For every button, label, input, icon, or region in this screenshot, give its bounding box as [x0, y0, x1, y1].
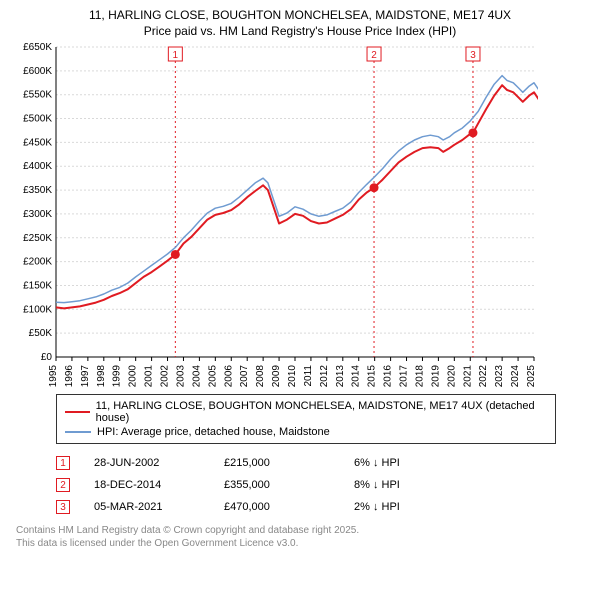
legend-label: HPI: Average price, detached house, Maid… [97, 426, 330, 438]
legend-row: 11, HARLING CLOSE, BOUGHTON MONCHELSEA, … [65, 399, 547, 425]
svg-text:2020: 2020 [446, 365, 457, 388]
svg-text:2002: 2002 [160, 365, 171, 388]
legend-swatch [65, 431, 91, 433]
svg-text:£0: £0 [41, 352, 53, 363]
svg-text:2004: 2004 [191, 365, 202, 388]
svg-text:2009: 2009 [271, 365, 282, 388]
svg-text:2019: 2019 [430, 365, 441, 388]
svg-text:2015: 2015 [367, 365, 378, 388]
svg-text:£300K: £300K [23, 209, 52, 220]
transaction-diff: 6% ↓ HPI [354, 457, 474, 469]
svg-text:2008: 2008 [255, 365, 266, 388]
svg-text:2005: 2005 [207, 365, 218, 388]
chart-legend: 11, HARLING CLOSE, BOUGHTON MONCHELSEA, … [56, 394, 556, 444]
svg-text:£550K: £550K [23, 90, 52, 101]
svg-text:1997: 1997 [80, 365, 91, 388]
footer-line: This data is licensed under the Open Gov… [16, 537, 592, 550]
svg-text:2014: 2014 [351, 365, 362, 388]
svg-text:2017: 2017 [399, 365, 410, 388]
legend-row: HPI: Average price, detached house, Maid… [65, 425, 547, 439]
svg-text:£250K: £250K [23, 233, 52, 244]
svg-text:£50K: £50K [29, 328, 53, 339]
svg-text:1998: 1998 [96, 365, 107, 388]
transaction-row: 1 28-JUN-2002£215,0006% ↓ HPI [56, 452, 592, 474]
svg-text:£100K: £100K [23, 304, 52, 315]
title-subtitle: Price paid vs. HM Land Registry's House … [8, 24, 592, 40]
transaction-row: 2 18-DEC-2014£355,0008% ↓ HPI [56, 474, 592, 496]
svg-text:2024: 2024 [510, 365, 521, 388]
transaction-date: 18-DEC-2014 [94, 479, 224, 491]
transaction-marker: 2 [56, 478, 70, 492]
attribution-footer: Contains HM Land Registry data © Crown c… [16, 524, 592, 550]
transaction-diff: 8% ↓ HPI [354, 479, 474, 491]
footer-line: Contains HM Land Registry data © Crown c… [16, 524, 592, 537]
svg-text:2013: 2013 [335, 365, 346, 388]
svg-text:£150K: £150K [23, 281, 52, 292]
svg-text:1996: 1996 [64, 365, 75, 388]
svg-text:2025: 2025 [526, 365, 537, 388]
transaction-price: £215,000 [224, 457, 354, 469]
svg-text:2: 2 [371, 50, 377, 61]
svg-text:2023: 2023 [494, 365, 505, 388]
svg-text:£400K: £400K [23, 161, 52, 172]
svg-text:£600K: £600K [23, 66, 52, 77]
svg-text:2003: 2003 [175, 365, 186, 388]
transaction-price: £470,000 [224, 501, 354, 513]
svg-text:1995: 1995 [48, 365, 59, 388]
svg-text:2001: 2001 [144, 365, 155, 388]
transaction-date: 05-MAR-2021 [94, 501, 224, 513]
svg-text:2000: 2000 [128, 365, 139, 388]
transaction-marker: 1 [56, 456, 70, 470]
svg-text:2018: 2018 [414, 365, 425, 388]
transaction-price: £355,000 [224, 479, 354, 491]
chart-title: 11, HARLING CLOSE, BOUGHTON MONCHELSEA, … [8, 8, 592, 39]
svg-text:1: 1 [173, 50, 179, 61]
svg-text:2021: 2021 [462, 365, 473, 388]
transaction-date: 28-JUN-2002 [94, 457, 224, 469]
transaction-marker: 3 [56, 500, 70, 514]
transaction-diff: 2% ↓ HPI [354, 501, 474, 513]
svg-text:£650K: £650K [23, 43, 52, 53]
svg-text:2011: 2011 [303, 365, 314, 387]
price-chart: £0 £50K £100K £150K £200K £250K £300K £350K £400… [8, 43, 592, 388]
svg-text:2006: 2006 [223, 365, 234, 388]
svg-text:£200K: £200K [23, 257, 52, 268]
svg-text:2022: 2022 [478, 365, 489, 388]
transaction-row: 3 05-MAR-2021£470,0002% ↓ HPI [56, 496, 592, 518]
svg-text:3: 3 [470, 50, 476, 61]
svg-text:£500K: £500K [23, 114, 52, 125]
svg-text:1999: 1999 [112, 365, 123, 388]
svg-text:2007: 2007 [239, 365, 250, 388]
svg-text:2016: 2016 [383, 365, 394, 388]
legend-swatch [65, 411, 90, 413]
svg-text:2012: 2012 [319, 365, 330, 388]
svg-text:£450K: £450K [23, 138, 52, 149]
transactions-table: 1 28-JUN-2002£215,0006% ↓ HPI 2 18-DEC-2014… [56, 452, 592, 518]
svg-text:2010: 2010 [287, 365, 298, 388]
title-address: 11, HARLING CLOSE, BOUGHTON MONCHELSEA, … [8, 8, 592, 24]
legend-label: 11, HARLING CLOSE, BOUGHTON MONCHELSEA, … [96, 400, 547, 424]
svg-text:£350K: £350K [23, 185, 52, 196]
